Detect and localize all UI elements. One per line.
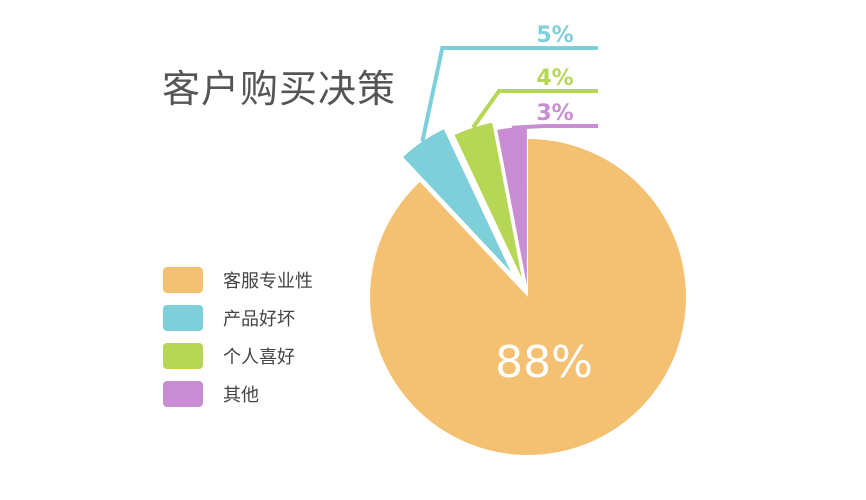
leader-line-other xyxy=(511,124,598,130)
label-product-quality: 5% xyxy=(536,23,573,48)
legend-swatch-other xyxy=(163,381,203,407)
legend-swatch-customer-service xyxy=(163,267,203,293)
label-customer-service: 88% xyxy=(495,337,593,388)
leader-line-product-quality xyxy=(420,46,598,142)
slice-personal-preference xyxy=(454,122,522,278)
legend-item-personal-preference: 个人喜好 xyxy=(163,337,313,375)
legend: 客服专业性 产品好坏 个人喜好 其他 xyxy=(163,261,313,413)
legend-label-personal-preference: 个人喜好 xyxy=(223,347,295,368)
legend-item-other: 其他 xyxy=(163,375,313,413)
legend-swatch-personal-preference xyxy=(163,343,203,369)
label-personal-preference: 4% xyxy=(536,66,573,91)
legend-label-other: 其他 xyxy=(223,385,259,406)
leader-line-personal-preference xyxy=(471,89,598,129)
legend-item-customer-service: 客服专业性 xyxy=(163,261,313,299)
legend-label-product-quality: 产品好坏 xyxy=(223,309,295,330)
chart-title: 客户购买决策 xyxy=(162,67,397,111)
legend-swatch-product-quality xyxy=(163,305,203,331)
slice-other xyxy=(497,127,527,286)
slice-customer-service xyxy=(370,139,687,455)
label-other: 3% xyxy=(536,101,573,126)
slice-product-quality xyxy=(402,129,512,273)
legend-item-product-quality: 产品好坏 xyxy=(163,299,313,337)
legend-label-customer-service: 客服专业性 xyxy=(223,271,313,292)
